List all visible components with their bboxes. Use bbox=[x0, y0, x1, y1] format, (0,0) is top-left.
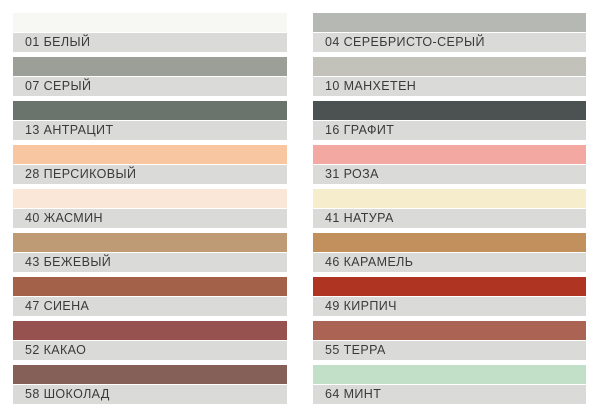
palette-column-right: 04 СЕРЕБРИСТО-СЕРЫЙ 10 МАНХЕТЕН 16 ГРАФИТ 3… bbox=[313, 13, 586, 409]
swatch-row: 41 НАТУРА bbox=[313, 189, 586, 228]
swatch-row: 28 ПЕРСИКОВЫЙ bbox=[13, 145, 287, 184]
color-swatch bbox=[13, 189, 287, 208]
swatch-label: 43 БЕЖЕВЫЙ bbox=[13, 253, 287, 272]
swatch-label: 64 МИНТ bbox=[313, 385, 586, 404]
color-swatch bbox=[313, 57, 586, 76]
color-swatch bbox=[313, 101, 586, 120]
color-swatch bbox=[13, 13, 287, 32]
swatch-label: 13 АНТРАЦИТ bbox=[13, 121, 287, 140]
palette-column-left: 01 БЕЛЫЙ 07 СЕРЫЙ 13 АНТРАЦИТ 28 ПЕРСИКОВЫЙ… bbox=[13, 13, 287, 409]
swatch-label: 40 ЖАСМИН bbox=[13, 209, 287, 228]
color-swatch bbox=[313, 233, 586, 252]
swatch-row: 43 БЕЖЕВЫЙ bbox=[13, 233, 287, 272]
swatch-label: 41 НАТУРА bbox=[313, 209, 586, 228]
color-swatch bbox=[13, 57, 287, 76]
swatch-label: 49 КИРПИЧ bbox=[313, 297, 586, 316]
swatch-row: 47 СИЕНА bbox=[13, 277, 287, 316]
color-swatch bbox=[13, 101, 287, 120]
color-swatch bbox=[313, 321, 586, 340]
color-swatch bbox=[13, 145, 287, 164]
color-swatch bbox=[313, 189, 586, 208]
swatch-row: 40 ЖАСМИН bbox=[13, 189, 287, 228]
color-swatch bbox=[13, 233, 287, 252]
swatch-row: 10 МАНХЕТЕН bbox=[313, 57, 586, 96]
swatch-row: 52 КАКАО bbox=[13, 321, 287, 360]
swatch-row: 04 СЕРЕБРИСТО-СЕРЫЙ bbox=[313, 13, 586, 52]
swatch-label: 16 ГРАФИТ bbox=[313, 121, 586, 140]
swatch-label: 01 БЕЛЫЙ bbox=[13, 33, 287, 52]
swatch-row: 46 КАРАМЕЛЬ bbox=[313, 233, 586, 272]
swatch-label: 55 ТЕРРА bbox=[313, 341, 586, 360]
swatch-label: 52 КАКАО bbox=[13, 341, 287, 360]
swatch-row: 64 МИНТ bbox=[313, 365, 586, 404]
swatch-label: 46 КАРАМЕЛЬ bbox=[313, 253, 586, 272]
swatch-label: 28 ПЕРСИКОВЫЙ bbox=[13, 165, 287, 184]
swatch-label: 47 СИЕНА bbox=[13, 297, 287, 316]
color-swatch bbox=[13, 277, 287, 296]
color-swatch bbox=[313, 277, 586, 296]
color-swatch bbox=[13, 365, 287, 384]
color-swatch bbox=[313, 145, 586, 164]
swatch-label: 10 МАНХЕТЕН bbox=[313, 77, 586, 96]
swatch-row: 49 КИРПИЧ bbox=[313, 277, 586, 316]
swatch-row: 16 ГРАФИТ bbox=[313, 101, 586, 140]
swatch-label: 07 СЕРЫЙ bbox=[13, 77, 287, 96]
color-swatch bbox=[313, 365, 586, 384]
swatch-label: 04 СЕРЕБРИСТО-СЕРЫЙ bbox=[313, 33, 586, 52]
color-swatch bbox=[313, 13, 586, 32]
swatch-row: 13 АНТРАЦИТ bbox=[13, 101, 287, 140]
swatch-row: 55 ТЕРРА bbox=[313, 321, 586, 360]
swatch-label: 31 РОЗА bbox=[313, 165, 586, 184]
color-swatch bbox=[13, 321, 287, 340]
swatch-row: 58 ШОКОЛАД bbox=[13, 365, 287, 404]
swatch-row: 31 РОЗА bbox=[313, 145, 586, 184]
swatch-label: 58 ШОКОЛАД bbox=[13, 385, 287, 404]
swatch-row: 01 БЕЛЫЙ bbox=[13, 13, 287, 52]
swatch-row: 07 СЕРЫЙ bbox=[13, 57, 287, 96]
